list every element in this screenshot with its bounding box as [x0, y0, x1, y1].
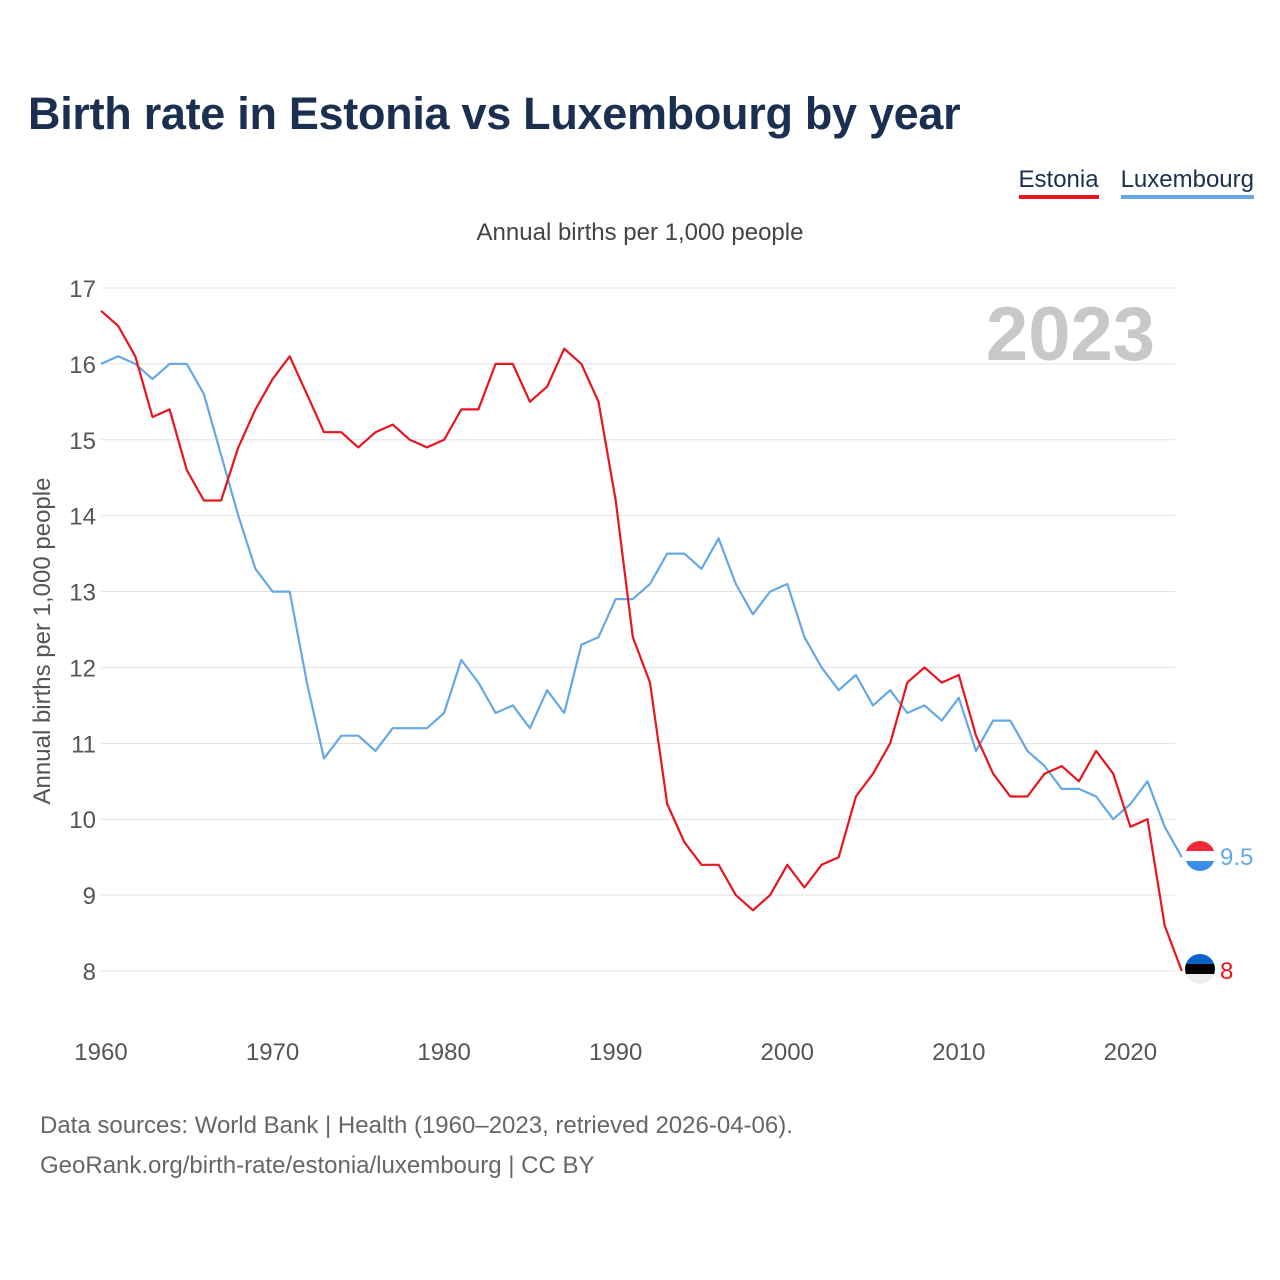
x-tick-label: 2020	[1104, 1039, 1157, 1066]
series-line-estonia	[100, 309, 1183, 972]
estonia-flag	[1185, 954, 1215, 984]
line-chart: Annual births per 1,000 people Annual bi…	[29, 219, 1253, 1066]
end-label-luxembourg: 9.5	[1220, 844, 1253, 871]
x-tick-label: 1980	[417, 1039, 470, 1066]
x-axis-ticks: 1960 1970 1980 1990 2000 2010 2020	[74, 1039, 1157, 1066]
source-line-2: GeoRank.org/birth-rate/estonia/luxembour…	[40, 1152, 595, 1179]
y-axis-label: Annual births per 1,000 people	[29, 478, 56, 805]
y-tick-label: 8	[83, 959, 96, 986]
y-tick-label: 9	[83, 883, 96, 910]
x-tick-label: 2000	[761, 1039, 814, 1066]
y-tick-label: 10	[69, 807, 96, 834]
x-tick-label: 2010	[932, 1039, 985, 1066]
y-tick-label: 16	[69, 352, 96, 379]
year-watermark: 2023	[986, 292, 1155, 377]
luxembourg-flag	[1185, 841, 1215, 871]
y-tick-label: 14	[69, 504, 96, 531]
legend: Estonia Luxembourg	[1018, 166, 1254, 199]
series-line-luxembourg	[100, 355, 1183, 858]
legend-item-luxembourg[interactable]: Luxembourg	[1120, 166, 1254, 199]
y-tick-label: 12	[69, 655, 96, 682]
source-note: Data sources: World Bank | Health (1960–…	[40, 1106, 793, 1186]
x-tick-label: 1970	[246, 1039, 299, 1066]
y-tick-label: 11	[71, 731, 96, 758]
y-axis-ticks: 8 9 10 11 12 13 14 15 16 17	[69, 276, 96, 986]
end-labels: 9.58	[1220, 844, 1253, 985]
legend-item-estonia[interactable]: Estonia	[1018, 166, 1099, 199]
source-line-1: Data sources: World Bank | Health (1960–…	[40, 1112, 793, 1139]
end-label-estonia: 8	[1220, 958, 1233, 985]
y-tick-label: 15	[69, 428, 96, 455]
chart-title: Birth rate in Estonia vs Luxembourg by y…	[28, 88, 961, 139]
series-lines	[100, 309, 1183, 972]
y-tick-label: 13	[69, 580, 96, 607]
chart-subtitle: Annual births per 1,000 people	[477, 219, 804, 246]
grid	[101, 287, 1175, 972]
end-flags	[1185, 841, 1215, 984]
y-tick-label: 17	[69, 276, 96, 303]
x-tick-label: 1990	[589, 1039, 642, 1066]
x-tick-label: 1960	[74, 1039, 127, 1066]
